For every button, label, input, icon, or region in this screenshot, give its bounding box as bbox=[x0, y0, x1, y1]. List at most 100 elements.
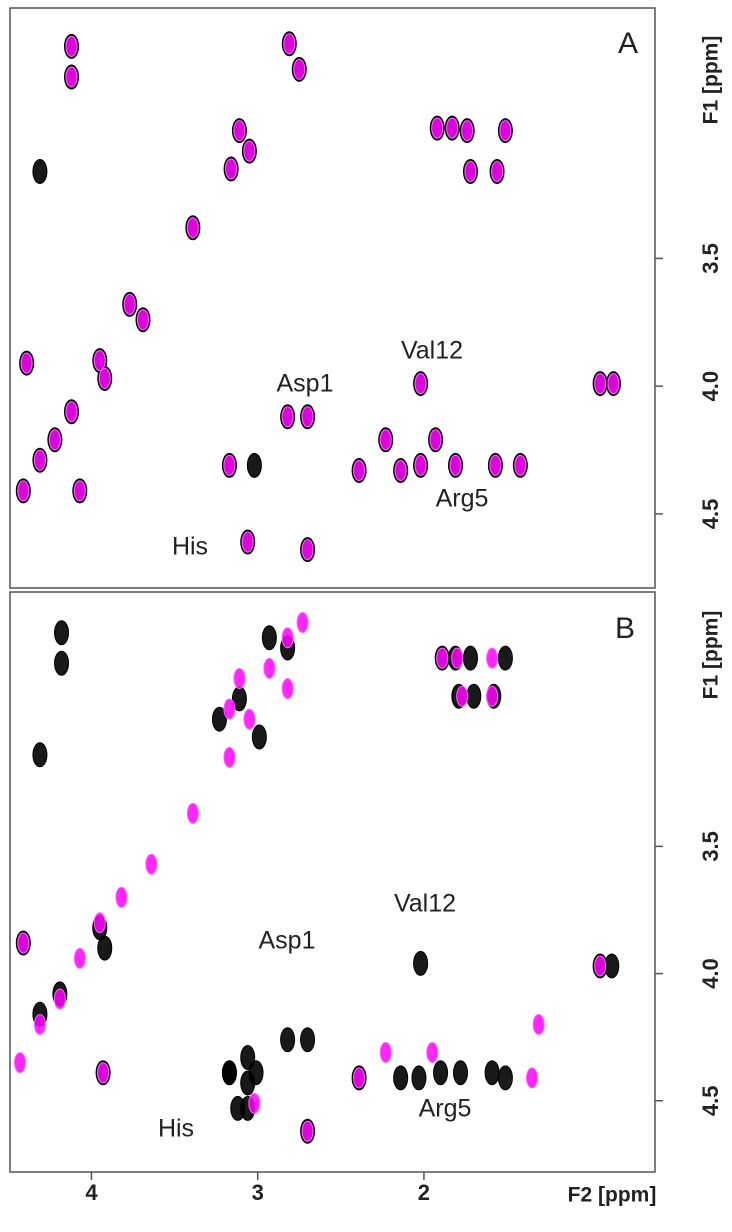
peak bbox=[607, 373, 620, 395]
peak bbox=[497, 1065, 513, 1091]
y-tick-label: 3.5 bbox=[698, 243, 723, 274]
peak bbox=[426, 1041, 439, 1063]
y-axis-label: F1 [ppm] bbox=[700, 611, 723, 700]
peak bbox=[594, 373, 607, 395]
peak bbox=[243, 708, 256, 730]
peak-annotation: His bbox=[158, 1115, 194, 1143]
peak bbox=[65, 401, 78, 423]
peak bbox=[33, 1013, 46, 1035]
peak bbox=[65, 35, 78, 57]
x-tick-label: 2 bbox=[418, 1180, 430, 1205]
plot-area bbox=[13, 612, 620, 1144]
peak bbox=[466, 683, 482, 709]
peak bbox=[293, 58, 306, 80]
peak bbox=[123, 293, 136, 315]
peak bbox=[532, 1013, 545, 1035]
peak bbox=[436, 647, 449, 669]
peak bbox=[211, 706, 227, 732]
peak bbox=[93, 350, 106, 372]
peak bbox=[97, 935, 113, 961]
peak bbox=[246, 452, 262, 478]
peak bbox=[17, 932, 30, 954]
peak bbox=[186, 802, 199, 824]
peak bbox=[446, 117, 459, 139]
peak bbox=[301, 406, 314, 428]
panel-label: A bbox=[618, 27, 638, 60]
peak bbox=[456, 685, 469, 707]
peak bbox=[243, 140, 256, 162]
peak bbox=[33, 449, 46, 471]
peak bbox=[54, 650, 70, 676]
peak bbox=[484, 1060, 500, 1086]
peak bbox=[462, 645, 478, 671]
peak bbox=[17, 480, 30, 502]
peak bbox=[353, 459, 366, 481]
peak bbox=[414, 373, 427, 395]
peak bbox=[433, 1060, 449, 1086]
peak bbox=[429, 429, 442, 451]
peak bbox=[453, 1060, 469, 1086]
peak bbox=[281, 627, 294, 649]
peak bbox=[145, 853, 158, 875]
peak bbox=[604, 953, 620, 979]
peak bbox=[491, 161, 504, 183]
peak bbox=[261, 625, 277, 651]
peak bbox=[73, 947, 86, 969]
y-axis-label: F1 [ppm] bbox=[700, 36, 723, 125]
peak bbox=[93, 912, 106, 934]
peak-annotation: His bbox=[172, 533, 208, 561]
x-axis-label: F2 [ppm] bbox=[568, 1184, 657, 1207]
peak bbox=[464, 161, 477, 183]
plot-area bbox=[15, 31, 621, 563]
x-tick-label: 4 bbox=[85, 1180, 98, 1205]
frame bbox=[9, 7, 656, 589]
peak bbox=[411, 1065, 427, 1091]
peak bbox=[32, 742, 48, 768]
peak bbox=[489, 454, 502, 476]
peak-annotation: Val12 bbox=[401, 337, 463, 365]
peak bbox=[296, 612, 309, 634]
peak bbox=[97, 1062, 110, 1084]
peak bbox=[280, 1027, 296, 1053]
peak bbox=[281, 406, 294, 428]
peak bbox=[594, 955, 607, 977]
peak bbox=[223, 698, 236, 720]
y-tick-label: 3.5 bbox=[698, 831, 723, 862]
peak-annotation: Asp1 bbox=[277, 370, 334, 398]
peak bbox=[186, 217, 199, 239]
peak bbox=[54, 620, 70, 646]
y-tick-label: 4.5 bbox=[698, 1085, 723, 1116]
peak-annotation: Asp1 bbox=[259, 927, 316, 955]
peak bbox=[230, 1095, 246, 1121]
peak bbox=[394, 459, 407, 481]
peak bbox=[53, 988, 66, 1010]
y-tick-label: 4.0 bbox=[698, 958, 723, 989]
peak-annotation: Arg5 bbox=[436, 485, 489, 513]
frame bbox=[9, 591, 656, 1173]
peak bbox=[300, 1027, 316, 1053]
peak bbox=[449, 454, 462, 476]
peak bbox=[283, 33, 296, 55]
peak bbox=[32, 159, 48, 185]
peak bbox=[413, 950, 429, 976]
peak bbox=[379, 429, 392, 451]
peak bbox=[241, 531, 254, 553]
peak bbox=[73, 480, 86, 502]
peak bbox=[301, 539, 314, 561]
panel-label: B bbox=[615, 612, 635, 645]
y-tick-label: 4.5 bbox=[698, 499, 723, 530]
peak bbox=[431, 117, 444, 139]
peak bbox=[525, 1067, 538, 1089]
peak bbox=[225, 158, 238, 180]
peak bbox=[136, 309, 149, 331]
peak bbox=[393, 1065, 409, 1091]
peak bbox=[263, 657, 276, 679]
peak bbox=[20, 352, 33, 374]
peak bbox=[514, 454, 527, 476]
peak bbox=[414, 454, 427, 476]
peak bbox=[301, 1120, 314, 1142]
peak bbox=[13, 1052, 26, 1074]
peak bbox=[379, 1041, 392, 1063]
peak bbox=[499, 120, 512, 142]
